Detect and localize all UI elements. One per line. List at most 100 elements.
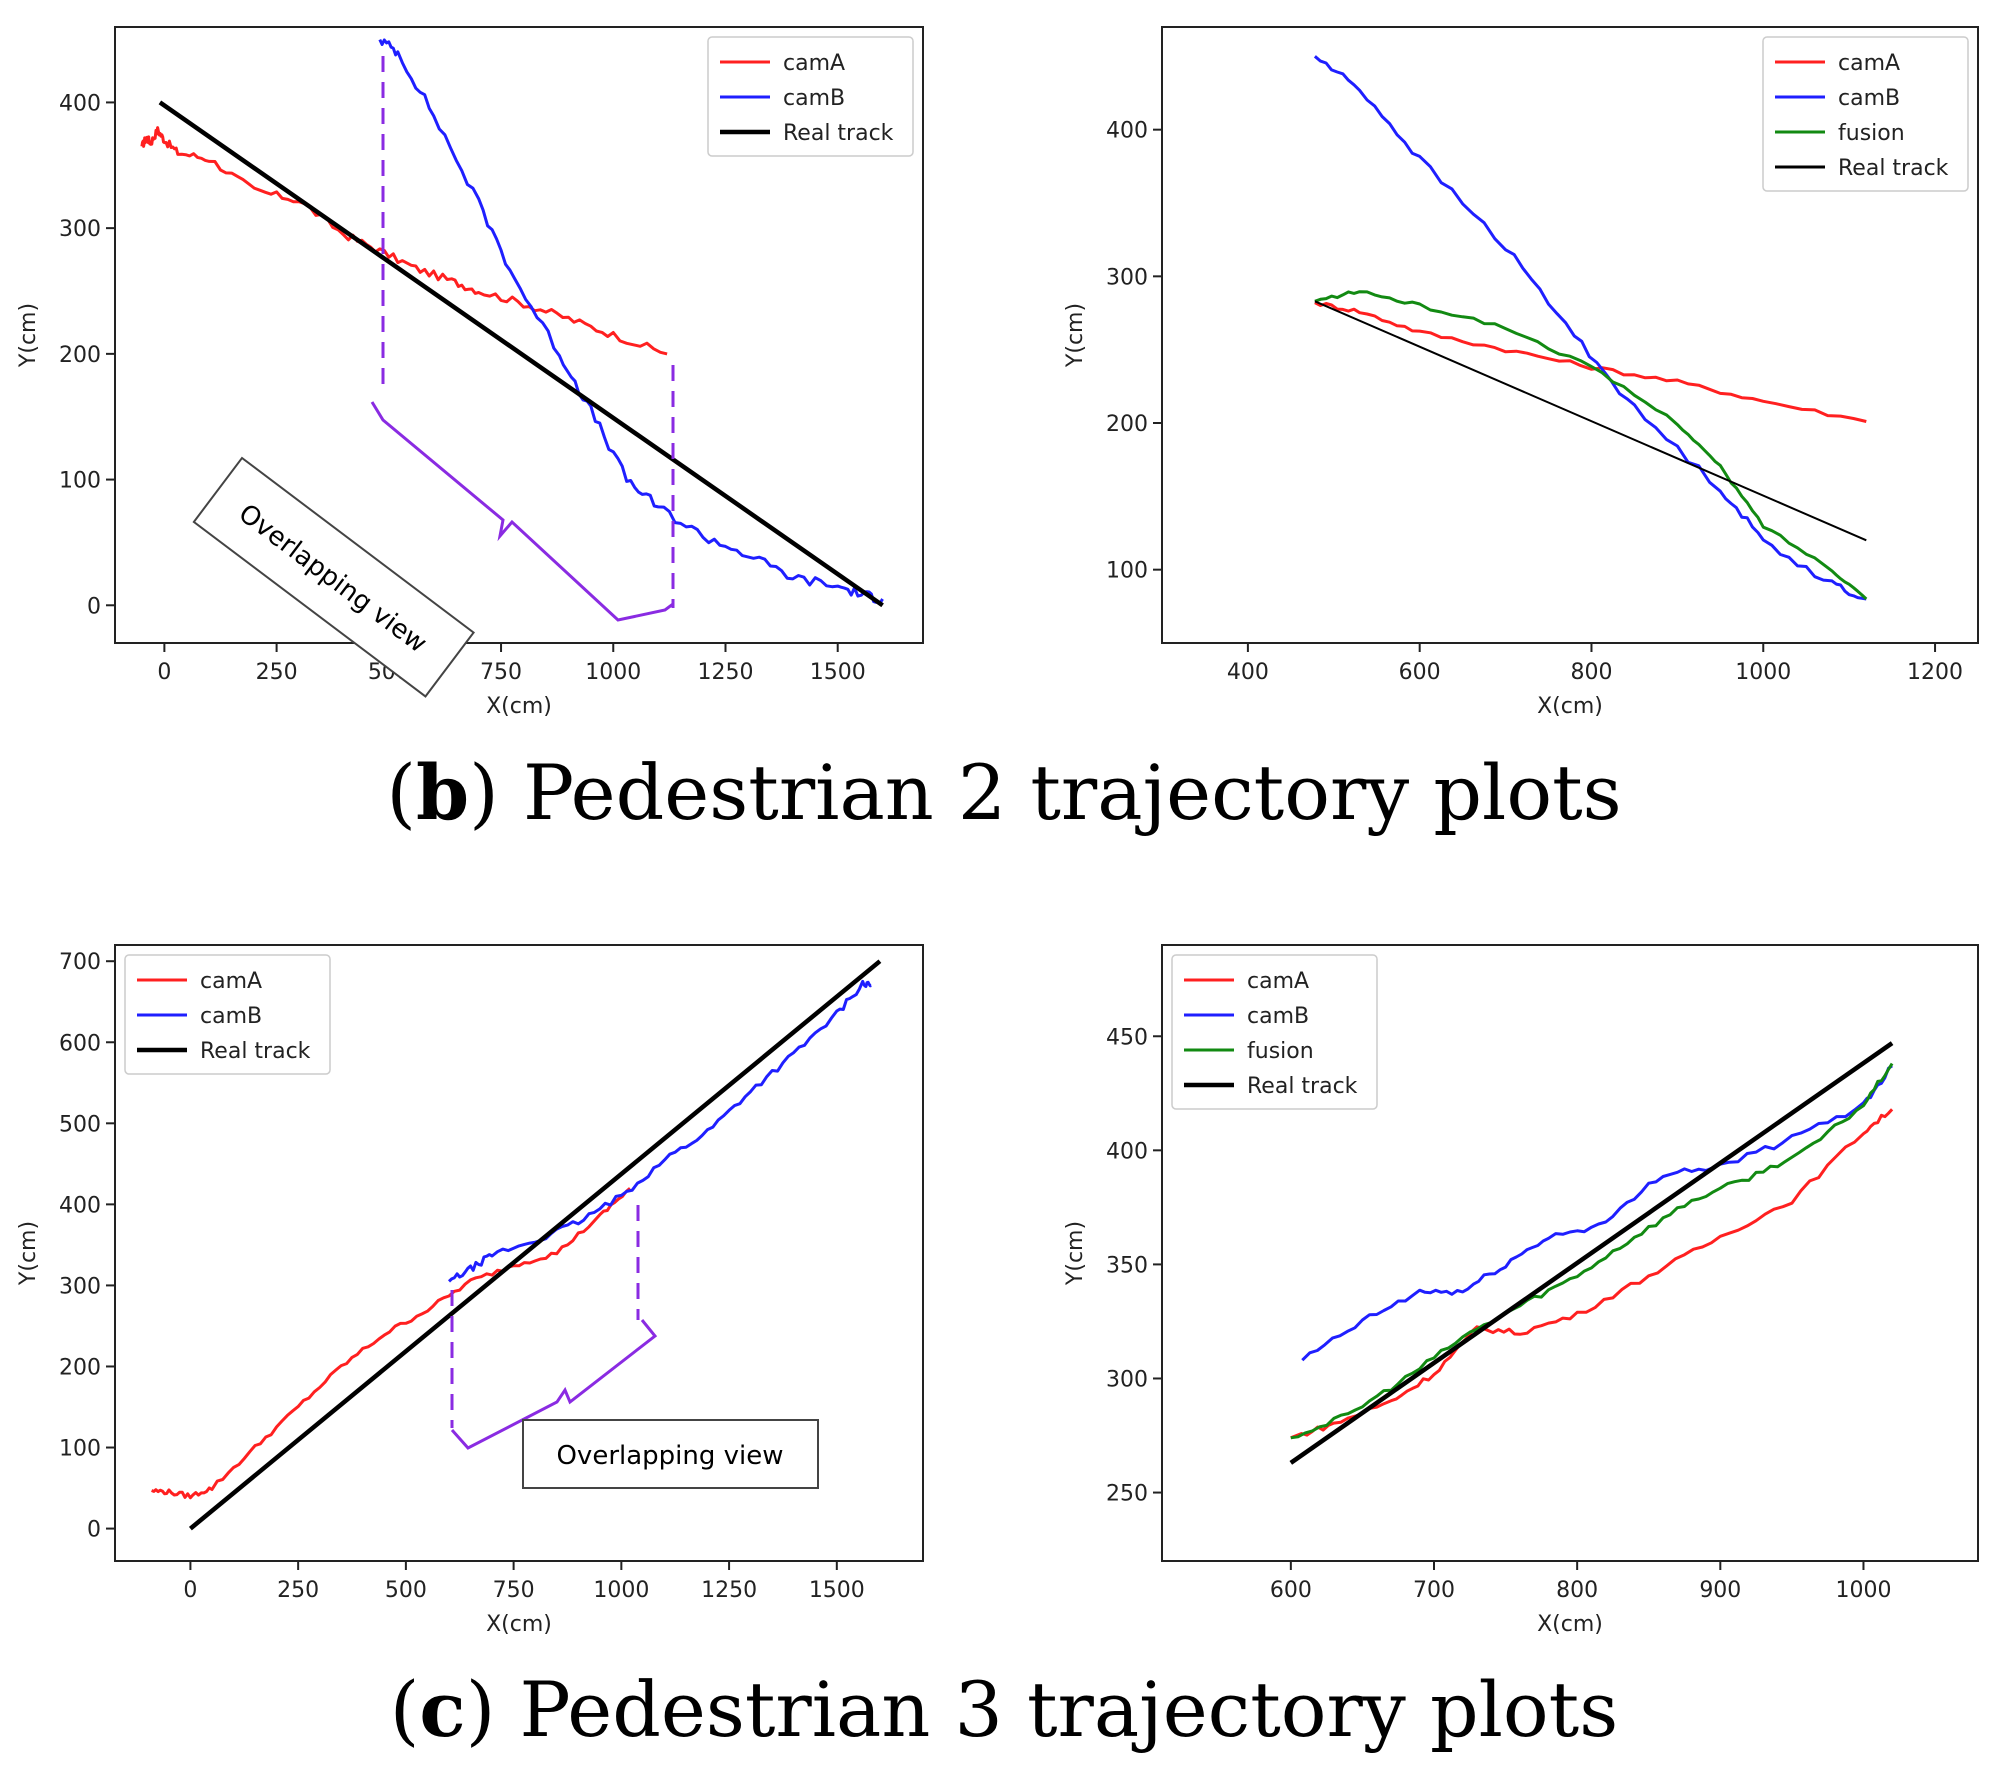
x-axis-label: X(cm) [1537,1612,1603,1637]
x-tick-label: 750 [493,1578,535,1603]
x-tick-label: 600 [1399,660,1441,685]
x-tick-label: 1000 [585,660,641,685]
legend-label: camA [783,51,845,76]
x-tick-label: 800 [1556,1578,1598,1603]
y-tick-label: 600 [59,1031,101,1056]
series-camb [1313,55,1867,601]
x-tick-label: 1250 [697,660,753,685]
x-tick-label: 500 [385,1578,427,1603]
legend-box [124,954,331,1075]
legend-box [1171,954,1378,1110]
y-tick-label: 0 [87,1518,101,1543]
x-tick-label: 250 [277,1578,319,1603]
legend: camA camB Real track [124,954,331,1075]
y-axis-label: Y(cm) [1063,303,1088,368]
legend-label: Real track [1247,1074,1358,1099]
y-tick-label: 400 [1106,1139,1148,1164]
chart-b-left: 0 250 500 750 1000 1250 15000100200300400X(cm)… [16,26,924,719]
y-tick-label: 700 [59,950,101,975]
series-fusion [1290,1062,1894,1440]
legend-label: camB [1838,86,1900,111]
legend: camA camB fusion Real track [1171,954,1378,1110]
series-real-track [158,100,884,608]
x-tick-label: 750 [480,660,522,685]
y-tick-label: 200 [1106,412,1148,437]
legend: camA camB fusion Real track [1762,36,1969,192]
x-tick-label: 1000 [1835,1578,1891,1603]
caption-c-text: Pedestrian 3 trajectory plots [519,1665,1619,1754]
x-tick-label: 0 [157,660,171,685]
caption-b-text: Pedestrian 2 trajectory plots [522,748,1622,837]
overlap-brace [370,401,674,622]
chart-c-left: 0 250 500 750 1000 1250 1500 0 100 200 300 400 500 60… [16,944,924,1637]
chart-c-right: 600 700 800 900 1000 250 300 350 400 450 X(cm) Y(cm… [1063,944,1979,1637]
x-tick-label: 250 [256,660,298,685]
y-tick-label: 500 [59,1112,101,1137]
x-tick-label: 900 [1699,1578,1741,1603]
series-fusion [1314,290,1868,601]
overlap-label-frame [522,1419,819,1489]
legend-label: fusion [1838,121,1905,146]
legend-box [707,36,914,157]
x-tick-label: 1250 [701,1578,757,1603]
x-axis-label: X(cm) [1537,694,1603,719]
legend-label: Real track [783,121,894,146]
y-tick-label: 100 [1106,559,1148,584]
y-tick-label: 300 [59,217,101,242]
x-tick-label: 800 [1570,660,1612,685]
series-real-track [1289,1041,1894,1465]
y-tick-label: 300 [1106,265,1148,290]
legend-label: camA [1838,51,1900,76]
y-tick-label: 100 [59,469,101,494]
y-tick-label: 400 [59,1193,101,1218]
y-tick-label: 300 [1106,1367,1148,1392]
y-tick-label: 450 [1106,1025,1148,1050]
x-axis-label: X(cm) [486,694,552,719]
y-tick-label: 100 [59,1437,101,1462]
caption-b: (b) Pedestrian 2 trajectory plots [386,748,1622,837]
legend-label: fusion [1247,1039,1314,1064]
legend-label: camA [200,969,262,994]
y-axis-label: Y(cm) [1063,1221,1088,1286]
x-tick-label: 1000 [593,1578,649,1603]
y-tick-label: 400 [59,91,101,116]
series-camb [1301,1064,1893,1362]
legend-label: camB [1247,1004,1309,1029]
x-tick-label: 1200 [1907,660,1963,685]
series-cama [151,1187,631,1500]
x-tick-label: 400 [1227,660,1269,685]
overlap-label: Overlapping view [556,1441,783,1471]
legend-label: Real track [200,1039,311,1064]
series-cama [1290,1108,1894,1440]
legend: camA camB Real track [707,36,914,157]
y-tick-label: 350 [1106,1253,1148,1278]
overlap-brace [450,1319,658,1450]
legend-box [1762,36,1969,192]
y-axis-label: Y(cm) [16,303,41,368]
series-real-track [188,959,882,1531]
caption-b-label: b [416,748,470,837]
x-tick-label: 600 [1270,1578,1312,1603]
x-tick-label: 1500 [810,660,866,685]
y-axis-label: Y(cm) [16,1221,41,1286]
x-tick-label: 1500 [809,1578,865,1603]
series-real-track [1314,300,1867,542]
legend-label: Real track [1838,156,1949,181]
series-camb [447,979,872,1283]
x-axis-label: X(cm) [486,1612,552,1637]
series-camb [378,38,884,604]
y-tick-label: 0 [87,594,101,619]
legend-label: camB [200,1004,262,1029]
y-tick-label: 200 [59,1355,101,1380]
overlap-annotation-c: Overlapping view [450,1205,819,1489]
overlap-label-frame [192,456,476,698]
legend-label: camB [783,86,845,111]
chart-b-right: 400 600 800 1000 1200 100 200 300 400 X(cm) Y(cm) c… [1063,26,1979,719]
legend-label: camA [1247,969,1309,994]
caption-c: (c) Pedestrian 3 trajectory plots [389,1665,1619,1754]
y-tick-label: 300 [59,1274,101,1299]
x-tick-label: 1000 [1735,660,1791,685]
y-tick-label: 250 [1106,1482,1148,1507]
y-tick-label: 200 [59,343,101,368]
